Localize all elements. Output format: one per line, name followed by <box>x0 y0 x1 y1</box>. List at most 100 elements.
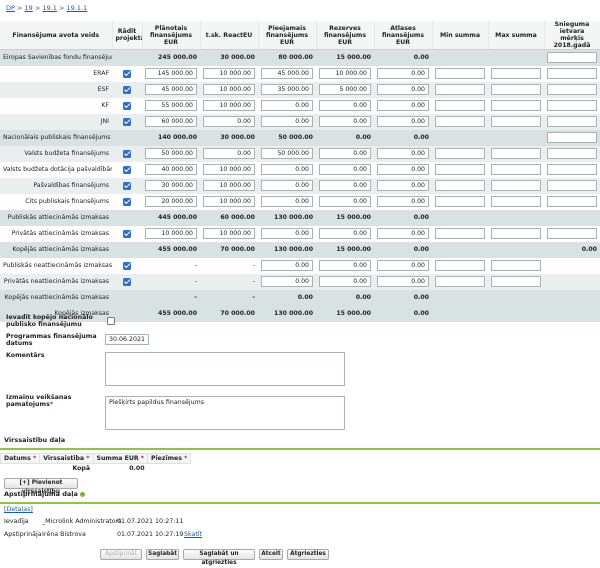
allocated-input[interactable]: 0.00 <box>261 180 313 191</box>
reason-textarea[interactable]: Piešķirts papildus finansējums <box>105 396 345 430</box>
reserve-input[interactable]: 0.00 <box>319 180 371 191</box>
max-input[interactable] <box>491 164 541 175</box>
min-input[interactable] <box>435 228 485 239</box>
save-and-back-button[interactable]: Saglabāt un atgriezties <box>183 549 255 566</box>
show-in-project-checkbox[interactable] <box>123 85 131 94</box>
goal-input[interactable] <box>547 228 597 239</box>
min-input[interactable] <box>435 260 485 271</box>
max-input[interactable] <box>491 148 541 159</box>
planned-input[interactable]: 50 000.00 <box>145 148 197 159</box>
planned-input[interactable]: 20 000.00 <box>145 196 197 207</box>
min-input[interactable] <box>435 164 485 175</box>
max-input[interactable] <box>491 116 541 127</box>
planned-input[interactable]: 30 000.00 <box>145 180 197 191</box>
goal-input[interactable] <box>547 132 597 143</box>
show-in-project-checkbox[interactable] <box>123 277 131 286</box>
min-input[interactable] <box>435 84 485 95</box>
goal-input[interactable] <box>547 68 597 79</box>
add-overcommit-button[interactable]: [+] Pievienot virssaistību <box>4 478 78 495</box>
overcommit-col-notes[interactable]: Piezīmes * <box>147 453 192 464</box>
planned-input[interactable]: 40 000.00 <box>145 164 197 175</box>
planned-input[interactable]: 60 000.00 <box>145 116 197 127</box>
reserve-input[interactable]: 0.00 <box>319 116 371 127</box>
react-input[interactable]: 10 000.00 <box>203 196 255 207</box>
allocated-input[interactable]: 35 000.00 <box>261 84 313 95</box>
overcommit-col-date[interactable]: Datums * <box>0 453 41 464</box>
min-input[interactable] <box>435 100 485 111</box>
reserve-input[interactable]: 0.00 <box>319 148 371 159</box>
show-in-project-checkbox[interactable] <box>123 149 131 158</box>
goal-input[interactable] <box>547 100 597 111</box>
overcommit-col-overcommit[interactable]: Virssaistība * <box>39 453 94 464</box>
planned-input[interactable]: 45 000.00 <box>145 84 197 95</box>
react-input[interactable]: 10 000.00 <box>203 228 255 239</box>
allocated-input[interactable]: 45 000.00 <box>261 68 313 79</box>
breadcrumb-link-19[interactable]: 19 <box>24 4 33 12</box>
approved-input[interactable]: 0.00 <box>377 164 429 175</box>
reserve-input[interactable]: 0.00 <box>319 100 371 111</box>
approved-input[interactable]: 0.00 <box>377 260 429 271</box>
show-in-project-checkbox[interactable] <box>123 181 131 190</box>
allocated-input[interactable]: 0.00 <box>261 228 313 239</box>
save-button[interactable]: Saglabāt <box>146 549 179 560</box>
goal-input[interactable] <box>547 148 597 159</box>
allocated-input[interactable]: 50 000.00 <box>261 148 313 159</box>
planned-input[interactable]: 145 000.00 <box>145 68 197 79</box>
approved-input[interactable]: 0.00 <box>377 84 429 95</box>
max-input[interactable] <box>491 196 541 207</box>
planned-input[interactable]: 55 000.00 <box>145 100 197 111</box>
max-input[interactable] <box>491 68 541 79</box>
react-input[interactable]: 0.00 <box>203 116 255 127</box>
back-button[interactable]: Atgriezties <box>287 549 329 560</box>
allocated-input[interactable]: 0.00 <box>261 116 313 127</box>
allocated-input[interactable]: 0.00 <box>261 260 313 271</box>
planned-input[interactable]: 10 000.00 <box>145 228 197 239</box>
breadcrumb-link-19-1[interactable]: 19.1 <box>42 4 57 12</box>
react-input[interactable]: 10 000.00 <box>203 68 255 79</box>
reserve-input[interactable]: 0.00 <box>319 164 371 175</box>
goal-input[interactable] <box>547 196 597 207</box>
min-input[interactable] <box>435 116 485 127</box>
breadcrumb-link-19-1-1[interactable]: 19.1.1 <box>66 4 88 12</box>
approved-input[interactable]: 0.00 <box>377 276 429 287</box>
allocated-input[interactable]: 0.00 <box>261 100 313 111</box>
view-approval-link[interactable]: Skatīt <box>184 531 203 538</box>
allocated-input[interactable]: 0.00 <box>261 196 313 207</box>
overcommit-col-sum[interactable]: Summa EUR * <box>92 453 149 464</box>
max-input[interactable] <box>491 180 541 191</box>
react-input[interactable]: 0.00 <box>203 148 255 159</box>
max-input[interactable] <box>491 100 541 111</box>
reserve-input[interactable]: 0.00 <box>319 276 371 287</box>
goal-input[interactable] <box>547 164 597 175</box>
approved-input[interactable]: 0.00 <box>377 196 429 207</box>
show-in-project-checkbox[interactable] <box>123 117 131 126</box>
show-in-project-checkbox[interactable] <box>123 197 131 206</box>
reserve-input[interactable]: 5 000.00 <box>319 84 371 95</box>
comment-textarea[interactable] <box>105 352 345 386</box>
goal-input[interactable] <box>547 116 597 127</box>
approved-input[interactable]: 0.00 <box>377 100 429 111</box>
max-input[interactable] <box>491 84 541 95</box>
allocated-input[interactable]: 0.00 <box>261 276 313 287</box>
allocated-input[interactable]: 0.00 <box>261 164 313 175</box>
min-input[interactable] <box>435 148 485 159</box>
approved-input[interactable]: 0.00 <box>377 228 429 239</box>
react-input[interactable]: 10 000.00 <box>203 100 255 111</box>
breadcrumb-link-dp[interactable]: DP <box>6 4 15 12</box>
goal-input[interactable] <box>547 84 597 95</box>
details-link[interactable]: [Detaļas] <box>4 506 33 513</box>
react-input[interactable]: 10 000.00 <box>203 164 255 175</box>
min-input[interactable] <box>435 180 485 191</box>
show-in-project-checkbox[interactable] <box>123 229 131 238</box>
reserve-input[interactable]: 0.00 <box>319 228 371 239</box>
min-input[interactable] <box>435 276 485 287</box>
min-input[interactable] <box>435 68 485 79</box>
max-input[interactable] <box>491 228 541 239</box>
date-input[interactable]: 30.06.2021 <box>105 334 149 345</box>
react-input[interactable]: 10 000.00 <box>203 180 255 191</box>
cancel-button[interactable]: Atcelt <box>259 549 283 560</box>
show-in-project-checkbox[interactable] <box>123 69 131 78</box>
reserve-input[interactable]: 0.00 <box>319 260 371 271</box>
reserve-input[interactable]: 10 000.00 <box>319 68 371 79</box>
show-in-project-checkbox[interactable] <box>123 101 131 110</box>
